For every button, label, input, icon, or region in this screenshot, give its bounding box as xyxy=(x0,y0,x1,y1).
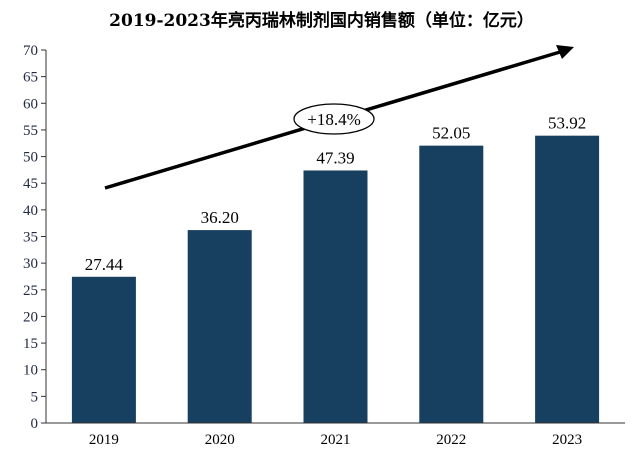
bar xyxy=(535,135,600,424)
y-tick-label: 20 xyxy=(23,309,38,325)
annotation-label: +18.4% xyxy=(307,110,361,129)
y-tick-label: 70 xyxy=(23,43,38,59)
y-tick-label: 25 xyxy=(23,283,38,299)
bar xyxy=(187,230,252,423)
data-label: 52.05 xyxy=(432,124,470,143)
data-label: 53.92 xyxy=(548,114,586,133)
trend-arrow-head xyxy=(556,45,574,59)
data-label: 36.20 xyxy=(201,208,239,227)
y-tick-label: 50 xyxy=(23,150,38,166)
y-tick-label: 5 xyxy=(31,389,39,405)
y-tick-label: 40 xyxy=(23,203,38,219)
data-label: 27.44 xyxy=(85,255,124,274)
y-tick-label: 10 xyxy=(23,363,38,379)
y-tick-label: 45 xyxy=(23,176,38,192)
y-tick-label: 35 xyxy=(23,230,38,246)
x-tick-label: 2023 xyxy=(552,432,582,448)
annotation-ellipse xyxy=(293,103,375,135)
chart-title: 2019-2023年亮丙瑞林制剂国内销售额（单位：亿元） xyxy=(109,11,534,31)
y-tick-label: 60 xyxy=(23,96,38,112)
y-tick-label: 0 xyxy=(31,416,39,432)
y-tick-label: 15 xyxy=(23,336,38,352)
x-tick-label: 2019 xyxy=(89,432,119,448)
y-tick-label: 30 xyxy=(23,256,38,272)
y-tick-label: 65 xyxy=(23,70,38,86)
data-label: 47.39 xyxy=(316,148,354,167)
x-tick-label: 2020 xyxy=(205,432,235,448)
bar xyxy=(71,276,136,423)
y-tick-label: 55 xyxy=(23,123,38,139)
bar xyxy=(303,170,368,423)
x-tick-label: 2021 xyxy=(321,432,351,448)
x-tick-label: 2022 xyxy=(436,432,466,448)
bar xyxy=(419,145,484,423)
